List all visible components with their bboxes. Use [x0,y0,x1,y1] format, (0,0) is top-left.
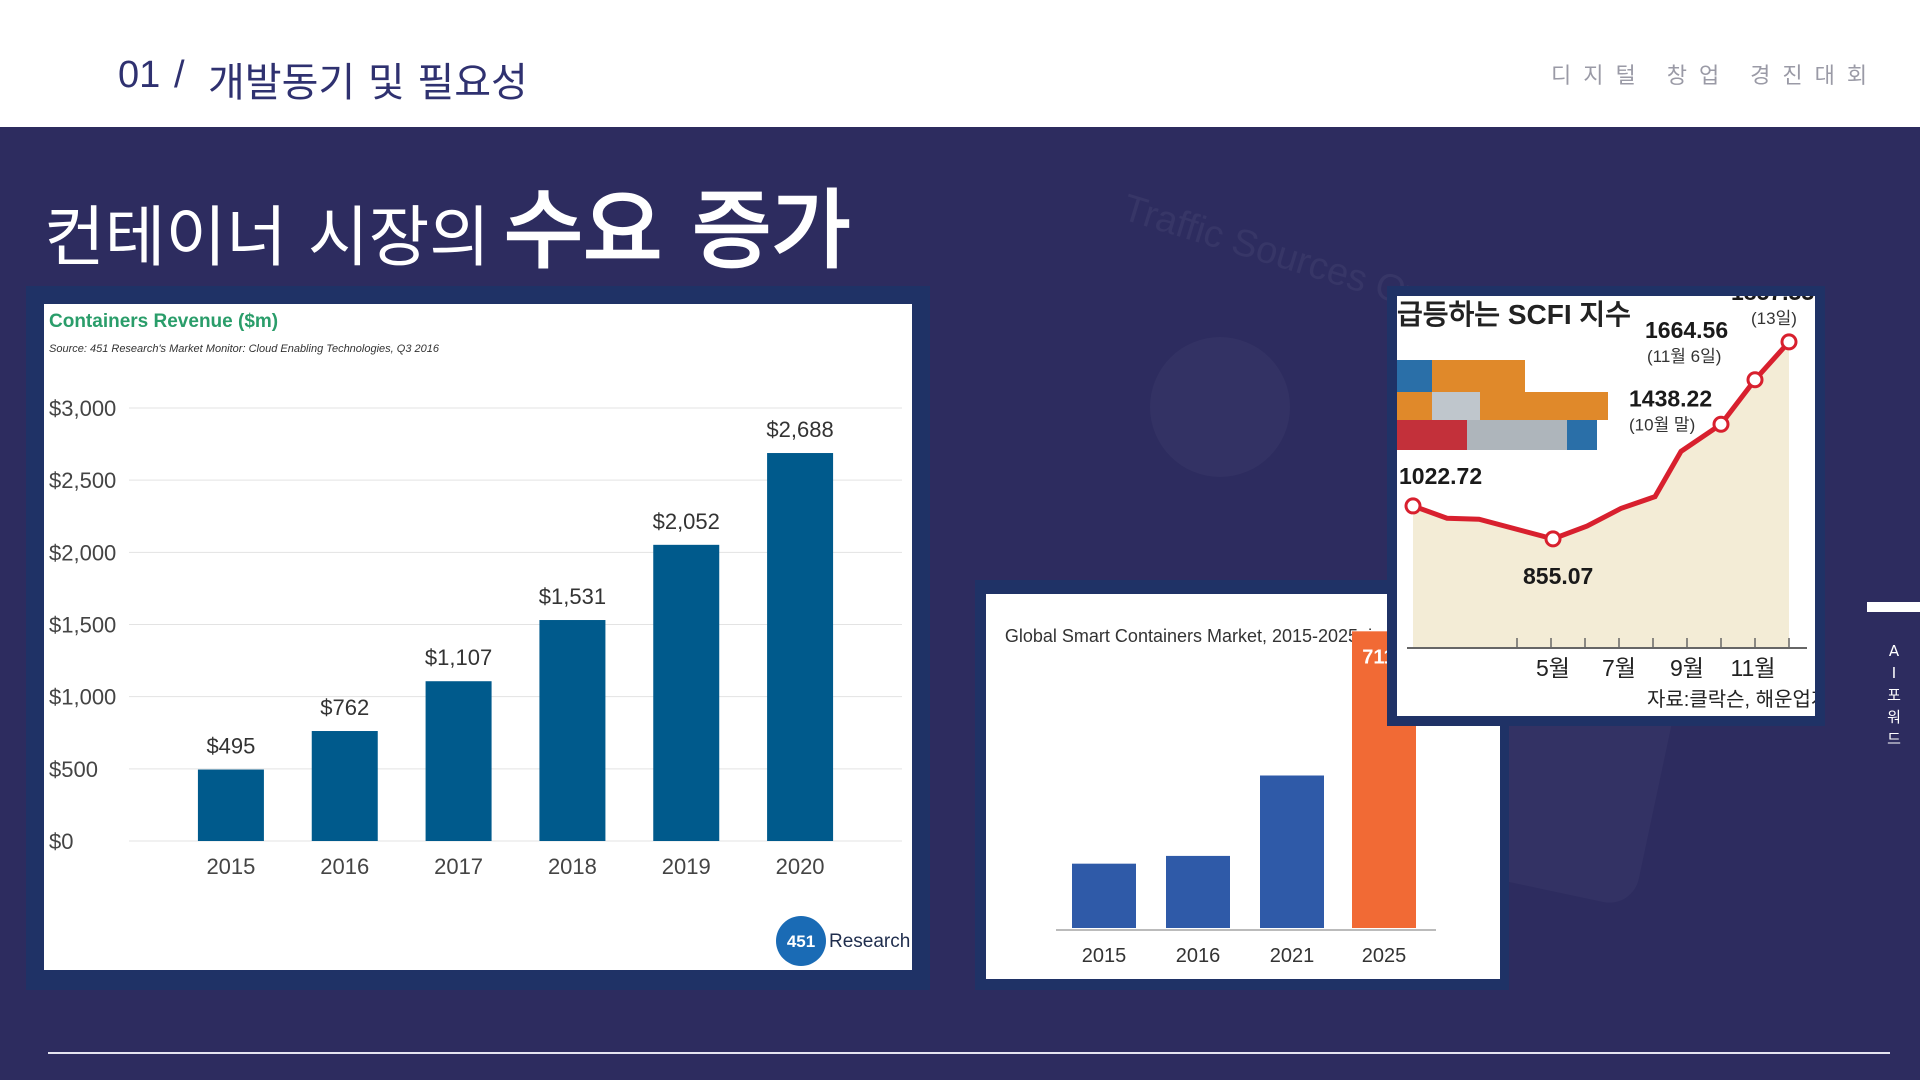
data-point [1712,415,1730,433]
x-tick-label: 2025 [1362,945,1407,967]
bottom-divider [48,1052,1890,1054]
x-tick-label: 5월 [1536,655,1570,681]
research-logo: 451 Research [776,916,910,966]
point-note: (11월 6일) [1647,347,1721,366]
bar [539,620,606,841]
bar [1072,863,1136,928]
side-tab-marker [1867,602,1920,612]
value-label: $762 [320,695,369,720]
chart-card-revenue: Containers Revenue ($m) Source: 451 Rese… [44,304,912,970]
x-tick-label: 2015 [206,854,255,879]
point-value-label: 1664.56 [1645,317,1728,343]
smart-container-bar-chart: Global Smart Containers Market, 2015-202… [1005,626,1481,967]
chart-title: 급등하는 SCFI 지수 [1397,299,1631,330]
x-tick-label: 2019 [662,854,711,879]
chart-card-smart: Global Smart Containers Market, 2015-202… [986,594,1500,979]
side-label-char: 포 [1887,686,1901,704]
bar [425,681,492,841]
bar [197,769,264,841]
x-tick-label: 11월 [1730,655,1775,681]
x-tick-label: 2015 [1082,945,1127,967]
section-title: 개발동기 및 필요성 [208,60,528,106]
source-note: 자료:클락슨, 해운업계 [1647,688,1815,711]
chart-card-scfi: 급등하는 SCFI 지수 1022.72 855.07 1438.22 (10월 말)… [1397,296,1815,716]
bar [1166,855,1230,928]
x-tick-label: 2021 [1270,945,1315,967]
x-tick-label: 2020 [776,854,825,879]
slide-heading: 컨테이너 시장의 수요 증가 [44,160,850,285]
container-stack-illustration [1397,360,1608,450]
y-tick-label: $500 [49,757,98,782]
area-fill [1413,341,1789,648]
data-point [1404,497,1422,515]
chart-title: Containers Revenue ($m) [49,311,278,332]
heading-bold: 수요 증가 [504,181,851,281]
header-bar: 01 / 개발동기 및 필요성 디지털 창업 경진대회 [0,0,1920,127]
data-point [1544,530,1562,548]
y-tick-label: $2,000 [49,540,116,565]
point-value-label: 855.07 [1523,563,1593,589]
value-label: $1,531 [539,584,606,609]
y-tick-label: $3,000 [49,396,116,421]
side-label-char: 드 [1887,730,1901,748]
bar [311,731,378,841]
point-note: (10월 말) [1629,415,1695,434]
x-tick-label: 2017 [434,854,483,879]
revenue-bar-chart: Containers Revenue ($m) Source: 451 Rese… [49,311,910,966]
point-note: (13일) [1751,309,1797,328]
side-label-char: A [1888,642,1900,660]
x-tick-label: 2016 [320,854,369,879]
bar [653,544,720,841]
data-point [1780,333,1798,351]
x-tick-label: 2016 [1176,945,1221,967]
y-tick-label: $1,500 [49,613,116,638]
logo-text: Research [829,931,910,952]
value-label: $2,688 [766,417,833,442]
side-label-char: 워 [1887,708,1901,726]
series-line [1412,340,1791,542]
x-tick-label: 2018 [548,854,597,879]
section-separator: / [174,54,185,96]
scfi-line-chart: 급등하는 SCFI 지수 1022.72 855.07 1438.22 (10월 말)… [1397,296,1815,711]
data-point [1746,371,1764,389]
y-tick-label: $2,500 [49,468,116,493]
side-label-char: I [1891,664,1897,682]
value-label: $2,052 [653,509,720,534]
logo-badge: 451 [787,932,815,951]
x-tick-label: 9월 [1670,655,1704,681]
point-value-label: 1857.33 [1731,296,1814,305]
point-value-label: 1022.72 [1399,463,1482,489]
background-watermark-shape [1150,337,1290,477]
point-value-label: 1438.22 [1629,385,1712,411]
chart-subtitle: Source: 451 Research's Market Monitor: C… [49,343,440,355]
contest-name: 디지털 창업 경진대회 [1551,64,1880,89]
section-number: 01 [118,54,161,96]
side-label: A I 포 워 드 [1882,640,1906,750]
x-tick-label: 7월 [1602,655,1636,681]
bar [767,453,834,841]
value-label: $1,107 [425,645,492,670]
bar [1260,775,1324,928]
heading-light: 컨테이너 시장의 [44,199,491,276]
y-tick-label: $0 [49,829,73,854]
y-tick-label: $1,000 [49,685,116,710]
value-label: $495 [206,734,255,759]
